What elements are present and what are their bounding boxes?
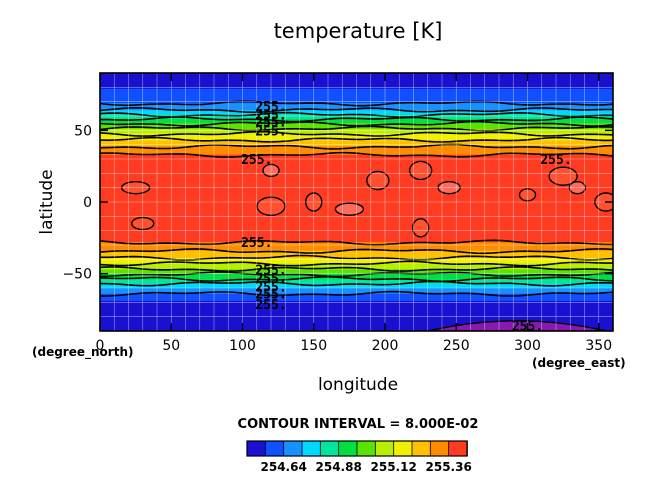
y-axis-label: latitude [37, 169, 57, 234]
colorbar [246, 440, 468, 457]
colorbar-swatch [301, 440, 322, 457]
contour-label: 255. [255, 100, 286, 115]
colorbar-frame [246, 440, 468, 457]
colorbar-tick-label: 255.36 [426, 460, 472, 474]
colorbar-swatch [246, 440, 267, 457]
y-tick-label: −50 [62, 267, 92, 283]
x-tick-label: 100 [229, 338, 256, 354]
colorbar-swatch [374, 440, 395, 457]
contour-label: 255. [255, 281, 286, 296]
warm-patch [366, 170, 390, 191]
x-tick-label: 50 [162, 338, 180, 354]
colorbar-swatch [319, 440, 340, 457]
contour-label: 255. [540, 153, 571, 168]
y-unit-label: (degree_north) [32, 345, 133, 360]
contour-label: 255. [255, 109, 286, 124]
contour-label: 255. [255, 272, 286, 287]
colorbar-swatch [338, 440, 358, 457]
colorbar-swatch [264, 440, 285, 457]
chart-title: temperature [K] [274, 19, 443, 43]
contour-label: 255. [241, 153, 272, 168]
colorbar-tick-label: 254.88 [316, 460, 362, 474]
x-axis-label: longitude [318, 375, 398, 395]
colorbar-tick-label: 255.12 [371, 460, 417, 474]
x-tick-label: 200 [372, 338, 399, 354]
colorbar-swatch [283, 440, 303, 457]
y-tick-label: 0 [83, 195, 92, 211]
contour-label: 255. [241, 236, 272, 251]
x-tick-label: 150 [300, 338, 327, 354]
colorbar-swatch [448, 440, 468, 457]
y-axis-ticks: 50 0 −50 [62, 123, 613, 283]
colorbar-swatch [393, 440, 413, 457]
y-tick-label: 50 [74, 123, 92, 139]
warm-patch [411, 218, 430, 238]
colorbar-tick-labels: 254.64 254.88 255.12 255.36 [261, 460, 472, 474]
contour-labels: 255.255.255.255.255. 255.255.255.255.255.… [241, 100, 572, 334]
colorbar-swatch [429, 440, 450, 457]
grid-lines [100, 73, 613, 331]
warm-patch [408, 160, 433, 181]
x-tick-label: 350 [585, 338, 612, 354]
contour-interval-text: CONTOUR INTERVAL = 8.000E-02 [238, 417, 479, 432]
x-axis-ticks: 0 50 100 150 200 250 300 350 [96, 73, 612, 354]
polar-minimum-shape [427, 320, 607, 331]
warm-patch [334, 202, 365, 216]
contour-label: 255. [255, 288, 286, 303]
colorbar-swatch [411, 440, 432, 457]
x-tick-label: 250 [443, 338, 470, 354]
polar-minimum-region [427, 320, 607, 331]
contour-label: 255. [255, 116, 286, 131]
colorbar-swatch [356, 440, 377, 457]
contour-label: 255. [255, 263, 286, 278]
contour-label: 255. [255, 124, 286, 139]
x-tick-label: 300 [514, 338, 541, 354]
x-unit-label: (degree_east) [532, 356, 626, 371]
x-tick-label: 0 [96, 338, 105, 354]
colorbar-tick-label: 254.64 [261, 460, 307, 474]
contour-label: 255. [255, 298, 286, 313]
